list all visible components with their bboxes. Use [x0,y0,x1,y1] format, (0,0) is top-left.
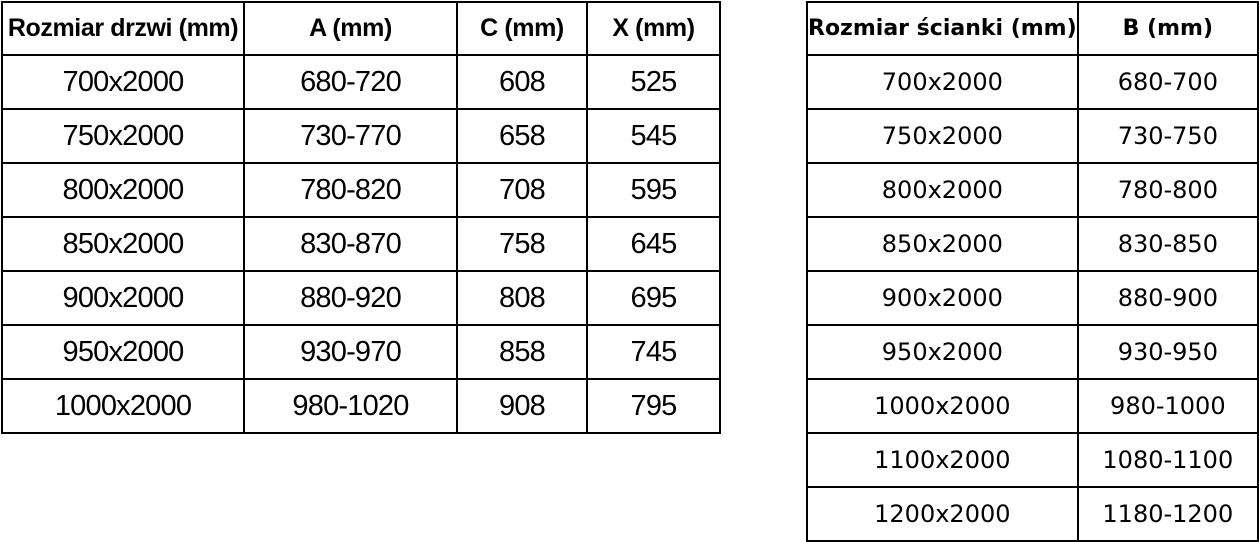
table-row: 850x2000 830-870 758 645 [1,216,721,272]
a-value-cell: 880-920 [243,270,458,326]
wall-size-table: Rozmiar ścianki (mm) B (mm) 700x2000 680… [806,1,1259,542]
table-row: 1100x2000 1080-1100 [806,432,1259,488]
table-row: 1000x2000 980-1020 908 795 [1,378,721,434]
door-size-column-header: Rozmiar drzwi (mm) [1,1,245,56]
door-table-header-row: Rozmiar drzwi (mm) A (mm) C (mm) X (mm) [1,1,721,56]
c-value-cell: 808 [456,270,588,326]
table-row: 1200x2000 1180-1200 [806,486,1259,542]
table-row: 950x2000 930-970 858 745 [1,324,721,380]
table-row: 900x2000 880-900 [806,270,1259,326]
wall-table-header-row: Rozmiar ścianki (mm) B (mm) [806,1,1259,56]
b-mm-column-header: B (mm) [1076,1,1259,56]
x-value-cell: 545 [586,108,721,164]
c-value-cell: 908 [456,378,588,434]
wall-size-column-header: Rozmiar ścianki (mm) [806,1,1079,56]
wall-size-cell: 850x2000 [806,216,1079,272]
b-value-cell: 780-800 [1076,162,1259,218]
b-value-cell: 1180-1200 [1076,486,1259,542]
c-mm-column-header: C (mm) [456,1,588,56]
c-value-cell: 608 [456,54,588,110]
a-value-cell: 930-970 [243,324,458,380]
table-row: 1000x2000 980-1000 [806,378,1259,434]
wall-size-cell: 1000x2000 [806,378,1079,434]
b-value-cell: 730-750 [1076,108,1259,164]
b-value-cell: 880-900 [1076,270,1259,326]
wall-size-cell: 750x2000 [806,108,1079,164]
a-value-cell: 780-820 [243,162,458,218]
b-value-cell: 680-700 [1076,54,1259,110]
wall-size-cell: 950x2000 [806,324,1079,380]
table-row: 700x2000 680-720 608 525 [1,54,721,110]
table-row: 950x2000 930-950 [806,324,1259,380]
a-value-cell: 730-770 [243,108,458,164]
door-size-cell: 800x2000 [1,162,245,218]
x-value-cell: 525 [586,54,721,110]
c-value-cell: 758 [456,216,588,272]
table-row: 750x2000 730-770 658 545 [1,108,721,164]
door-size-cell: 700x2000 [1,54,245,110]
x-value-cell: 745 [586,324,721,380]
door-size-cell: 900x2000 [1,270,245,326]
wall-size-cell: 800x2000 [806,162,1079,218]
table-row: 850x2000 830-850 [806,216,1259,272]
table-row: 800x2000 780-820 708 595 [1,162,721,218]
door-size-table: Rozmiar drzwi (mm) A (mm) C (mm) X (mm) … [1,1,721,434]
c-value-cell: 858 [456,324,588,380]
door-size-cell: 1000x2000 [1,378,245,434]
a-value-cell: 830-870 [243,216,458,272]
table-row: 750x2000 730-750 [806,108,1259,164]
x-value-cell: 795 [586,378,721,434]
x-value-cell: 645 [586,216,721,272]
table-row: 900x2000 880-920 808 695 [1,270,721,326]
b-value-cell: 930-950 [1076,324,1259,380]
c-value-cell: 708 [456,162,588,218]
x-mm-column-header: X (mm) [586,1,721,56]
wall-size-cell: 900x2000 [806,270,1079,326]
table-row: 800x2000 780-800 [806,162,1259,218]
b-value-cell: 1080-1100 [1076,432,1259,488]
a-mm-column-header: A (mm) [243,1,458,56]
door-size-cell: 950x2000 [1,324,245,380]
door-size-cell: 850x2000 [1,216,245,272]
wall-size-cell: 1200x2000 [806,486,1079,542]
a-value-cell: 980-1020 [243,378,458,434]
wall-size-cell: 700x2000 [806,54,1079,110]
x-value-cell: 695 [586,270,721,326]
table-row: 700x2000 680-700 [806,54,1259,110]
wall-size-cell: 1100x2000 [806,432,1079,488]
x-value-cell: 595 [586,162,721,218]
b-value-cell: 830-850 [1076,216,1259,272]
b-value-cell: 980-1000 [1076,378,1259,434]
c-value-cell: 658 [456,108,588,164]
a-value-cell: 680-720 [243,54,458,110]
door-size-cell: 750x2000 [1,108,245,164]
